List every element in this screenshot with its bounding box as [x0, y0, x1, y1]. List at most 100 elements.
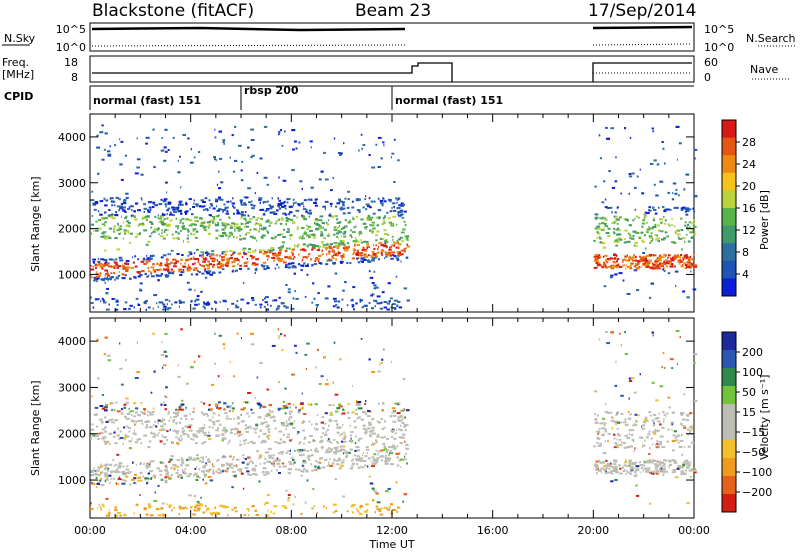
power-echo-cell	[198, 303, 200, 305]
power-echo-cell	[659, 218, 663, 220]
power-echo-cell	[653, 254, 655, 256]
power-echo-cell	[205, 197, 208, 199]
velocity-echo-cell	[309, 435, 313, 437]
power-echo-cell	[603, 247, 607, 249]
velocity-echo-cell	[187, 436, 190, 438]
power-echo-cell	[352, 305, 354, 307]
velocity-echo-cell	[623, 421, 626, 423]
velocity-echo-cell	[686, 502, 690, 504]
power-echo-cell	[670, 258, 674, 260]
power-echo-cell	[281, 302, 284, 304]
velocity-echo-cell	[134, 474, 137, 476]
power-echo-cell	[320, 231, 322, 233]
velocity-echo-cell	[636, 421, 638, 423]
velocity-echo-cell	[662, 427, 665, 429]
power-echo-cell	[245, 211, 246, 213]
power-echo-cell	[649, 297, 651, 299]
velocity-echo-cell	[641, 471, 642, 473]
power-echo-cell	[103, 259, 107, 261]
power-echo-cell	[165, 274, 168, 276]
velocity-echo-cell	[240, 440, 241, 442]
power-echo-cell	[603, 228, 605, 230]
velocity-echo-cell	[197, 458, 200, 460]
power-echo-cell	[311, 187, 314, 189]
velocity-echo-cell	[90, 438, 92, 440]
velocity-echo-cell	[372, 456, 375, 458]
power-echo-cell	[179, 156, 181, 158]
velocity-echo-cell	[322, 467, 326, 469]
power-echo-cell	[360, 260, 361, 262]
velocity-echo-cell	[668, 429, 670, 431]
velocity-echo-cell	[188, 494, 192, 496]
power-echo-cell	[247, 232, 251, 234]
velocity-echo-cell	[175, 466, 178, 468]
power-echo-cell	[112, 201, 115, 203]
velocity-echo-cell	[667, 397, 670, 399]
power-echo-cell	[302, 248, 305, 250]
power-echo-cell	[182, 225, 185, 227]
velocity-echo-cell	[270, 417, 273, 419]
velocity-echo-cell	[117, 471, 118, 473]
power-echo-cell	[398, 197, 401, 199]
velocity-echo-cell	[689, 470, 693, 472]
power-echo-cell	[282, 248, 283, 250]
velocity-echo-cell	[350, 425, 351, 427]
velocity-echo-cell	[285, 428, 287, 430]
power-echo-cell	[129, 206, 131, 208]
velocity-echo-cell	[385, 490, 389, 492]
power-echo-cell	[316, 304, 320, 306]
velocity-echo-cell	[614, 421, 616, 423]
velocity-echo-cell	[123, 407, 126, 409]
power-echo-cell	[220, 265, 224, 267]
power-echo-cell	[295, 298, 298, 300]
power-echo-cell	[619, 272, 623, 274]
power-echo-cell	[237, 300, 239, 302]
power-echo-cell	[622, 261, 624, 263]
velocity-echo-cell	[619, 439, 622, 441]
power-echo-cell	[611, 265, 614, 267]
velocity-echo-cell	[377, 501, 381, 503]
power-echo-cell	[152, 267, 154, 269]
velocity-echo-cell	[104, 475, 108, 477]
velocity-echo-cell	[369, 476, 371, 478]
velocity-echo-cell	[109, 464, 113, 466]
power-echo-cell	[229, 250, 232, 252]
velocity-echo-cell	[317, 414, 318, 416]
nsky-tick-low: 10^0	[56, 41, 86, 54]
power-echo-cell	[657, 163, 660, 165]
velocity-echo-cell	[236, 459, 240, 461]
power-echo-cell	[303, 216, 305, 218]
velocity-echo-cell	[335, 394, 339, 396]
velocity-echo-cell	[384, 507, 386, 509]
power-echo-cell	[144, 211, 145, 213]
nave-tick-high: 60	[704, 56, 718, 69]
power-echo-cell	[318, 260, 320, 262]
velocity-echo-cell	[182, 430, 185, 432]
y-tick-label: 3000	[58, 177, 86, 190]
power-echo-cell	[378, 242, 382, 244]
power-echo-cell	[676, 189, 678, 191]
velocity-echo-cell	[351, 465, 353, 467]
power-echo-cell	[261, 217, 262, 219]
power-echo-cell	[369, 197, 371, 199]
power-echo-cell	[189, 219, 193, 221]
power-echo-cell	[103, 218, 104, 220]
velocity-echo-cell	[655, 399, 658, 401]
velocity-echo-cell	[116, 454, 119, 456]
power-echo-cell	[170, 220, 173, 222]
velocity-echo-cell	[380, 450, 382, 452]
power-echo-cell	[380, 308, 383, 310]
velocity-echo-cell	[252, 412, 255, 414]
power-echo-cell	[359, 211, 361, 213]
power-echo-cell	[172, 272, 174, 274]
velocity-echo-cell	[135, 482, 136, 484]
power-echo-cell	[310, 258, 312, 260]
power-echo-cell	[605, 265, 606, 267]
velocity-echo-cell	[317, 349, 319, 351]
velocity-echo-cell	[290, 406, 291, 408]
power-echo-cell	[305, 296, 307, 298]
power-echo-cell	[134, 306, 135, 308]
velocity-echo-cell	[195, 442, 198, 444]
power-echo-cell	[194, 304, 198, 306]
velocity-echo-cell	[119, 368, 122, 370]
